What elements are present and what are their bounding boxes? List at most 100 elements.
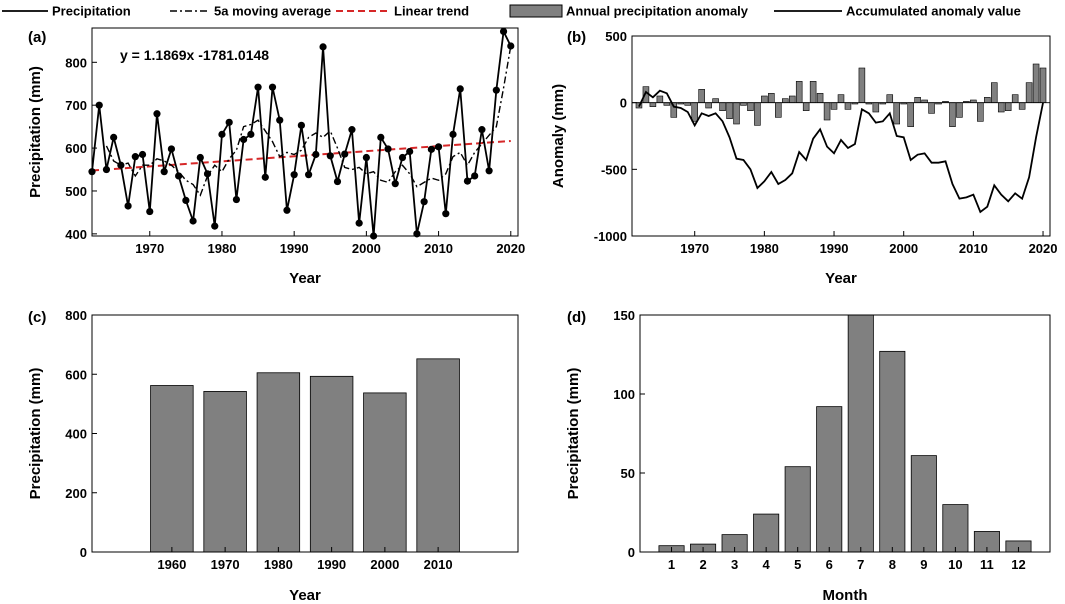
a-precipitation-point bbox=[261, 173, 269, 181]
d-xtick-label: 8 bbox=[889, 557, 896, 572]
b-anomaly-bar bbox=[984, 97, 991, 103]
c-xtick-label: 1960 bbox=[157, 557, 186, 572]
a-precipitation-point bbox=[182, 196, 190, 205]
b-anomaly-bar bbox=[691, 102, 698, 122]
a-precipitation-point bbox=[406, 147, 414, 156]
a-precipitation-point bbox=[189, 217, 197, 225]
c-xtick-label: 1990 bbox=[317, 557, 346, 572]
b-anomaly-bar bbox=[761, 95, 768, 103]
a-trend-equation: y = 1.1869x -1781.0148 bbox=[120, 47, 269, 63]
d-xtick-label: 2 bbox=[699, 557, 706, 572]
a-precipitation-point bbox=[312, 150, 320, 159]
a-precipitation-point bbox=[348, 126, 356, 134]
b-anomaly-bar bbox=[949, 102, 956, 127]
d-bar-month-5 bbox=[784, 466, 811, 553]
b-anomaly-bar bbox=[893, 102, 900, 125]
a-precipitation-point bbox=[442, 210, 450, 218]
a-precipitation-point bbox=[110, 133, 118, 141]
b-anomaly-bar bbox=[997, 102, 1005, 113]
b-anomaly-bar bbox=[788, 95, 796, 103]
b-anomaly-bar bbox=[844, 102, 852, 110]
a-panel-label: (a) bbox=[28, 29, 46, 46]
b-xtick-label: 2000 bbox=[889, 241, 918, 256]
d-x-axis-label: Month bbox=[823, 587, 868, 604]
a-precipitation-point bbox=[391, 180, 399, 188]
a-precipitation-point bbox=[319, 43, 327, 51]
a-y-axis-label: Precipitation (mm) bbox=[27, 66, 44, 198]
a-precipitation-point bbox=[492, 86, 500, 94]
d-ytick-label: 100 bbox=[613, 387, 635, 402]
a-precipitation-point bbox=[485, 167, 493, 175]
b-accumulated-anomaly-line bbox=[638, 89, 1044, 214]
d-xtick-label: 12 bbox=[1011, 557, 1025, 572]
a-precipitation-point bbox=[362, 153, 370, 162]
b-anomaly-bar bbox=[1004, 102, 1012, 111]
b-anomaly-bar bbox=[991, 82, 998, 103]
b-anomaly-bar bbox=[914, 97, 921, 103]
d-xtick-label: 11 bbox=[980, 557, 994, 572]
b-y-axis-label: Anomaly (mm) bbox=[550, 84, 567, 188]
b-anomaly-bar bbox=[698, 89, 705, 103]
b-ytick-label: -500 bbox=[601, 162, 627, 177]
panel-b: (b) Year Anomaly (mm) -1000 -500 0 500 1970 1980… bbox=[550, 29, 1057, 287]
a-precipitation-point bbox=[305, 171, 313, 179]
b-anomaly-bar bbox=[907, 102, 914, 127]
b-anomaly-bar bbox=[823, 102, 831, 121]
c-bar-1970 bbox=[203, 391, 247, 553]
b-anomaly-bar bbox=[977, 102, 984, 122]
a-precipitation-point bbox=[175, 172, 183, 180]
d-xtick-label: 9 bbox=[920, 557, 927, 572]
d-xtick-label: 3 bbox=[731, 557, 738, 572]
a-moving-average-line bbox=[105, 45, 512, 197]
legend-label-1: 5a moving average bbox=[214, 4, 331, 19]
b-anomaly-bar bbox=[809, 81, 817, 103]
b-xtick-label: 1980 bbox=[750, 241, 779, 256]
a-precipitation-point bbox=[456, 85, 464, 93]
c-y-axis-label: Precipitation (mm) bbox=[27, 368, 44, 500]
d-bar-month-8 bbox=[879, 350, 906, 553]
a-xtick-label: 2010 bbox=[424, 241, 453, 256]
b-anomaly-bar bbox=[726, 102, 733, 119]
a-xtick-label: 2020 bbox=[496, 241, 525, 256]
a-precipitation-point bbox=[211, 222, 219, 230]
a-precipitation-point bbox=[160, 168, 168, 176]
a-precipitation-point bbox=[247, 130, 255, 138]
a-axes-frame bbox=[91, 27, 519, 237]
b-panel-label: (b) bbox=[567, 29, 586, 46]
a-precipitation-point bbox=[326, 152, 334, 160]
d-y-axis-label: Precipitation (mm) bbox=[565, 368, 582, 500]
b-xtick-label: 1970 bbox=[680, 241, 709, 256]
d-xtick-label: 7 bbox=[857, 557, 864, 572]
a-precipitation-point bbox=[167, 145, 176, 153]
d-bar-month-10 bbox=[942, 504, 969, 553]
d-xtick-label: 4 bbox=[763, 557, 771, 572]
d-bar-month-6 bbox=[816, 406, 843, 553]
a-precipitation-point bbox=[153, 110, 161, 118]
a-precipitation-point bbox=[434, 143, 443, 151]
d-bar-month-7 bbox=[847, 314, 874, 553]
c-ytick-label: 200 bbox=[65, 486, 87, 501]
b-anomaly-bar bbox=[747, 102, 754, 111]
b-anomaly-bar bbox=[768, 93, 775, 103]
d-ytick-label: 50 bbox=[621, 466, 635, 481]
b-ytick-label: 500 bbox=[605, 29, 627, 44]
a-xtick-label: 1990 bbox=[280, 241, 309, 256]
a-ytick-label: 600 bbox=[65, 141, 87, 156]
a-precipitation-point bbox=[268, 83, 277, 91]
a-xtick-label: 1970 bbox=[135, 241, 164, 256]
b-anomaly-bar bbox=[795, 81, 803, 103]
d-xtick-label: 10 bbox=[948, 557, 962, 572]
a-precipitation-point bbox=[478, 126, 486, 134]
a-precipitation-point bbox=[117, 161, 125, 169]
a-precipitation-point bbox=[471, 172, 479, 180]
a-ytick-label: 700 bbox=[65, 98, 87, 113]
c-panel-label: (c) bbox=[28, 309, 46, 326]
b-anomaly-bar bbox=[775, 102, 782, 118]
b-anomaly-bar bbox=[705, 102, 712, 109]
legend-label-4: Accumulated anomaly value bbox=[846, 4, 1021, 19]
a-precipitation-point bbox=[102, 165, 111, 174]
c-bar-1980 bbox=[256, 372, 301, 553]
a-precipitation-point bbox=[124, 202, 132, 210]
c-bar-1990 bbox=[309, 375, 354, 553]
